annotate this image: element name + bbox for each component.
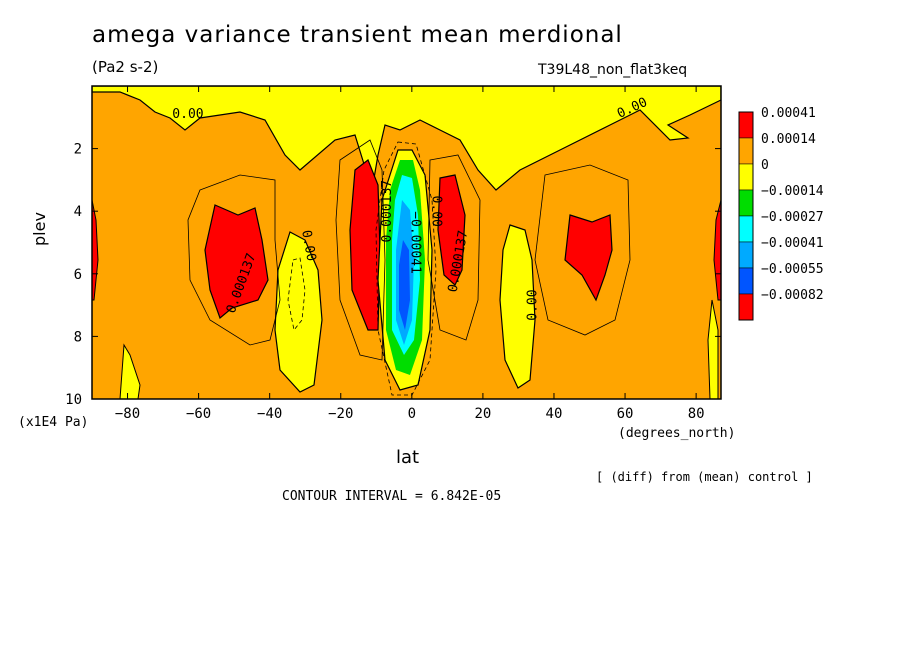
contour-label: 0.00 bbox=[526, 289, 541, 320]
fill-south-min bbox=[274, 231, 323, 393]
y-tick-label: 6 bbox=[74, 267, 82, 283]
legend-swatch bbox=[738, 189, 754, 217]
x-tick-label: 40 bbox=[546, 406, 563, 422]
legend-swatch bbox=[738, 215, 754, 243]
contour-label-text: 0.00 bbox=[172, 107, 203, 122]
x-tick-label: 0 bbox=[408, 406, 416, 422]
x-tick-label: −40 bbox=[257, 406, 282, 422]
legend-label: 0 bbox=[761, 158, 769, 173]
x-tick-label: 60 bbox=[617, 406, 634, 422]
contour-label: 0.00 bbox=[298, 229, 318, 262]
y-tick-label: 4 bbox=[74, 204, 82, 220]
contour-line-n2 bbox=[534, 164, 631, 336]
plot-frame bbox=[91, 85, 722, 400]
contour-label: 0.000137 bbox=[380, 180, 395, 243]
contour-label: 0.00 bbox=[429, 196, 444, 227]
colorbar-legend: 0.00041 0.00014 0 −0.00014 −0.00027 −0.00041 −… bbox=[738, 106, 824, 321]
chart-units: (Pa2 s-2) bbox=[92, 58, 159, 76]
fill-right-edge bbox=[713, 199, 721, 301]
contour-line-s1 bbox=[187, 174, 281, 346]
experiment-label: T39L48_non_flat3keq bbox=[538, 62, 688, 78]
fill-north-max bbox=[564, 214, 613, 302]
y-tick-label: 2 bbox=[74, 142, 82, 158]
legend-swatch bbox=[738, 163, 754, 191]
legend-label: −0.00027 bbox=[761, 210, 824, 225]
y-tick-label: 8 bbox=[74, 329, 82, 345]
contour-line-dashed-s bbox=[287, 257, 306, 331]
contour-interval: CONTOUR INTERVAL = 6.842E-05 bbox=[282, 489, 502, 504]
contour-fills bbox=[92, 86, 721, 399]
fill-right-bottom-yellow bbox=[707, 299, 719, 399]
fill-north-min bbox=[499, 224, 536, 389]
contour-label-text: 0.00 bbox=[526, 289, 541, 320]
contour-label-text: 0.00 bbox=[298, 229, 318, 262]
fill-equator-north-max bbox=[437, 174, 466, 286]
fill-eq-blue bbox=[399, 240, 410, 330]
x-tick-label: −60 bbox=[186, 406, 211, 422]
fill-south-max bbox=[204, 204, 269, 320]
contour-label-text: 0.000137 bbox=[380, 180, 395, 243]
contour-label: 0.00 bbox=[172, 107, 203, 122]
x-tick-label: −20 bbox=[328, 406, 353, 422]
contour-line-s2 bbox=[335, 139, 386, 361]
contour-line-n1 bbox=[427, 154, 481, 341]
x-tick-label: 80 bbox=[688, 406, 705, 422]
fill-equator-south-max bbox=[349, 159, 381, 331]
legend-frame bbox=[738, 111, 754, 321]
contour-label: −0.00041 bbox=[407, 211, 422, 274]
y-axis-units: (x1E4 Pa) bbox=[18, 415, 89, 430]
y-tick-label: 10 bbox=[65, 392, 82, 408]
legend-label: 0.00014 bbox=[761, 132, 816, 147]
legend-label: −0.00082 bbox=[761, 288, 824, 303]
x-tick-label: −80 bbox=[115, 406, 140, 422]
fill-left-bottom-yellow bbox=[119, 343, 141, 399]
fill-left-edge bbox=[92, 199, 99, 301]
legend-swatch bbox=[738, 293, 754, 321]
legend-label: −0.00014 bbox=[761, 184, 824, 199]
contour-label-text: −0.00041 bbox=[407, 211, 422, 274]
x-axis-label: lat bbox=[396, 447, 420, 468]
legend-label: −0.00041 bbox=[761, 236, 824, 251]
chart-title: amega variance transient mean merdional bbox=[92, 22, 623, 48]
contour-label-text: 0.00 bbox=[429, 196, 444, 227]
legend-swatch bbox=[738, 137, 754, 165]
axes: −80 −60 −40 −20 0 20 40 60 80 2 4 6 8 10 bbox=[65, 86, 721, 422]
legend-label: 0.00041 bbox=[761, 106, 816, 121]
x-tick-label: 20 bbox=[474, 406, 491, 422]
fill-top-yellow bbox=[92, 86, 721, 191]
legend-swatch bbox=[738, 241, 754, 269]
legend-swatch bbox=[738, 267, 754, 295]
diff-note: [ (diff) from (mean) control ] bbox=[596, 470, 813, 484]
legend-label: −0.00055 bbox=[761, 262, 824, 277]
legend-swatch bbox=[738, 111, 754, 139]
x-axis-units: (degrees_north) bbox=[618, 426, 736, 441]
